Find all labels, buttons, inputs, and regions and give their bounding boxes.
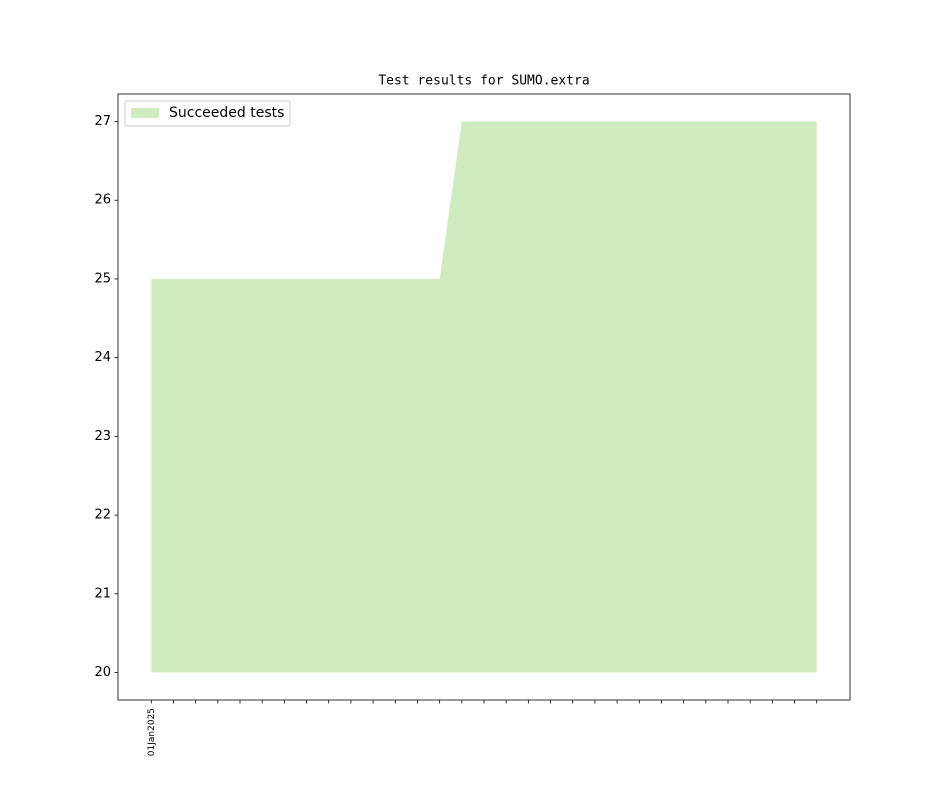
legend-label: Succeeded tests <box>169 105 284 121</box>
y-tick-label: 21 <box>94 586 111 601</box>
y-tick-label: 24 <box>94 350 111 365</box>
legend-swatch <box>131 108 159 118</box>
x-tick-label: 01Jan2025 <box>147 708 157 756</box>
area <box>151 121 817 673</box>
legend-frame <box>124 100 291 127</box>
y-tick-label: 27 <box>94 114 111 129</box>
y-tick-label: 23 <box>94 429 111 444</box>
plot-area: 20 21 22 23 24 25 26 27 01Jan2025 Succeeded tests <box>94 100 818 756</box>
axes-frame <box>117 93 851 701</box>
y-tick-label: 20 <box>94 665 111 680</box>
y-tick-label: 22 <box>94 508 111 523</box>
legend: Succeeded tests <box>124 100 291 127</box>
chart-title: Test results for SUMO.extra <box>378 74 589 89</box>
y-tick-label: 26 <box>94 193 111 208</box>
y-tick-label: 25 <box>94 271 111 286</box>
